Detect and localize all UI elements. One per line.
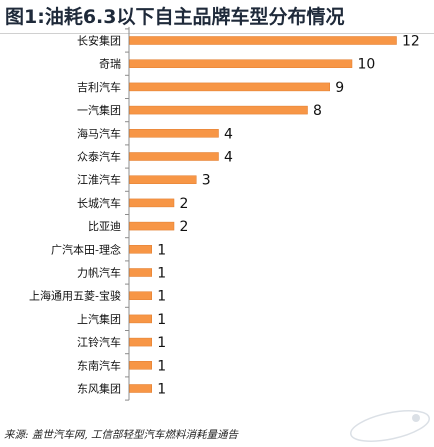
category-label: 众泰汽车	[77, 150, 121, 164]
chart-title: 图1:油耗6.3以下自主品牌车型分布情况	[5, 6, 345, 28]
category-label: 江铃汽车	[77, 335, 121, 349]
bar	[129, 36, 397, 45]
data-label: 10	[358, 57, 376, 73]
data-label: 8	[313, 103, 322, 119]
data-label: 1	[157, 266, 166, 282]
data-label: 1	[157, 312, 166, 328]
title-divider	[0, 33, 434, 34]
bar	[129, 59, 353, 68]
category-label: 东南汽车	[77, 358, 121, 372]
category-label: 一汽集团	[77, 103, 121, 117]
watermark-logo	[350, 410, 430, 442]
bar	[129, 198, 175, 208]
category-label: 长安集团	[77, 34, 121, 48]
bar	[129, 221, 175, 231]
bar	[129, 384, 152, 393]
data-label: 1	[157, 382, 166, 398]
bar	[129, 105, 308, 115]
category-label: 江淮汽车	[77, 173, 121, 187]
bar	[129, 245, 152, 254]
data-label: 12	[402, 34, 420, 50]
bar	[129, 129, 219, 138]
data-label: 1	[157, 335, 166, 351]
data-label: 1	[157, 242, 166, 258]
category-label: 上海通用五菱-宝骏	[29, 289, 121, 303]
category-label: 比亚迪	[88, 220, 121, 233]
bar	[129, 175, 197, 184]
category-label: 奇瑞	[99, 57, 121, 71]
data-label: 4	[224, 126, 233, 142]
category-label: 东风集团	[77, 382, 121, 396]
category-label: 广汽本田-理念	[51, 242, 121, 256]
bar	[129, 268, 152, 277]
category-label: 上汽集团	[77, 312, 121, 326]
data-label: 1	[157, 358, 166, 374]
bar	[129, 361, 152, 370]
data-label: 9	[335, 80, 344, 96]
category-label: 海马汽车	[77, 126, 121, 140]
data-label: 2	[180, 219, 189, 235]
bar	[129, 152, 219, 161]
bar	[129, 291, 152, 300]
bar	[129, 82, 330, 92]
data-label: 3	[202, 173, 211, 189]
data-label: 1	[157, 289, 166, 305]
category-label: 吉利汽车	[77, 80, 121, 94]
data-label: 4	[224, 150, 233, 166]
data-label: 2	[180, 196, 189, 212]
bar	[129, 314, 152, 324]
bar	[129, 337, 152, 347]
category-label: 力帆汽车	[77, 266, 121, 280]
chart-source: 来源: 盖世汽车网, 工信部轻型汽车燃料消耗量通告	[4, 429, 239, 441]
category-label: 长城汽车	[77, 196, 121, 210]
